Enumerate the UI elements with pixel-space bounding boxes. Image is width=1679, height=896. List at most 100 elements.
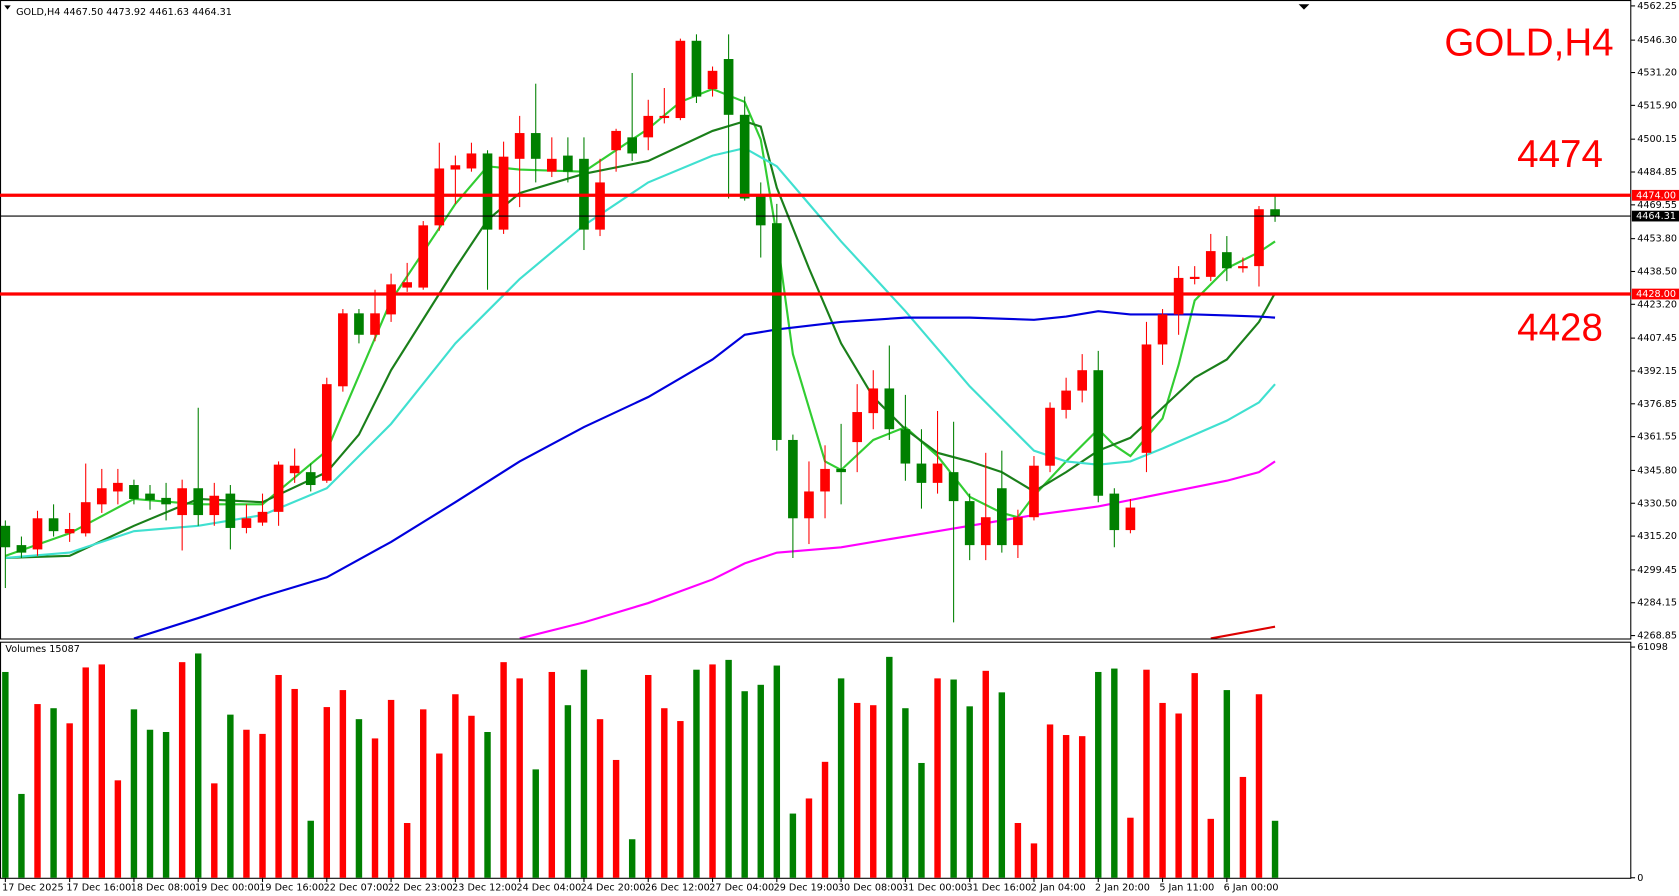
volume-bar	[1191, 673, 1198, 878]
volume-bar	[934, 678, 941, 878]
candle-body	[675, 40, 686, 119]
candle-body	[1254, 209, 1264, 267]
volume-bar	[773, 665, 781, 878]
candle-body	[723, 59, 734, 115]
candle-body	[1270, 209, 1280, 217]
volume-bar	[886, 656, 893, 878]
y-tick-label: 4268.85	[1637, 631, 1677, 642]
x-tick-label: 2 Jan 04:00	[1031, 882, 1086, 893]
x-tick-label: 31 Dec 16:00	[966, 882, 1031, 893]
volume-bar	[741, 691, 748, 878]
volume-bar	[146, 729, 154, 878]
candle-body	[836, 468, 846, 473]
price-level-tag	[1631, 210, 1679, 222]
volume-bar	[34, 704, 41, 878]
main-pane-frame	[0, 0, 1632, 640]
candle-body	[643, 115, 654, 138]
y-tick-label: 4453.80	[1637, 234, 1677, 245]
volume-bar	[1255, 694, 1263, 878]
candle-body	[305, 472, 316, 486]
volume-bar	[902, 708, 909, 878]
candle-body	[177, 488, 187, 516]
chart-title: GOLD,H4	[1444, 21, 1613, 64]
x-tick-label: 30 Dec 08:00	[838, 882, 903, 893]
y-tick-label: 4531.20	[1637, 68, 1677, 79]
volume-bar	[275, 674, 282, 878]
x-tick-label: 27 Dec 04:00	[709, 882, 774, 893]
volume-bar	[1159, 702, 1166, 878]
candle-body	[402, 282, 412, 288]
volume-bar	[2, 671, 9, 878]
price-level-label: 4474.00	[1636, 190, 1676, 201]
volume-bar	[596, 719, 604, 878]
candle-body	[964, 501, 975, 546]
price-level-label: 4464.31	[1636, 211, 1676, 222]
volume-bar	[259, 733, 266, 878]
level-annotation: 4474	[1517, 133, 1603, 176]
volume-bar	[725, 659, 732, 878]
candle-body	[145, 493, 155, 501]
volume-bar	[243, 729, 250, 878]
candle-body	[1077, 370, 1088, 391]
candle-body	[932, 463, 943, 483]
candle-body	[546, 158, 557, 172]
volume-bar	[1014, 823, 1022, 878]
candle-body	[1045, 407, 1055, 466]
candle-body	[209, 495, 220, 516]
candle-body	[1222, 252, 1232, 269]
candle-body	[820, 468, 830, 492]
x-tick-label: 24 Dec 04:00	[516, 882, 581, 893]
moving-average	[5, 146, 1276, 560]
volume-area	[2, 653, 1279, 878]
volume-bar	[516, 678, 523, 878]
candle-body	[1189, 276, 1200, 279]
x-tick-label: 18 Dec 08:00	[131, 882, 196, 893]
volume-bar	[532, 769, 539, 878]
candle-body	[771, 223, 782, 440]
candle-body	[1205, 251, 1216, 277]
candle-body	[1109, 493, 1120, 531]
candle-body	[482, 153, 493, 230]
overlay: 4474.00 4428.00 4464.31 4474 4428	[0, 133, 1679, 350]
volume-bar	[661, 708, 668, 878]
candle-body	[354, 313, 364, 335]
volume-bar	[564, 705, 572, 878]
volume-bar	[420, 709, 427, 878]
candle-body	[788, 439, 798, 519]
candle-body	[450, 165, 461, 170]
volume-bar	[612, 759, 620, 878]
volume-bar	[1127, 817, 1134, 878]
candle-body	[852, 412, 863, 443]
candle-body	[96, 488, 107, 505]
candle-body	[1125, 507, 1136, 531]
y-tick-label: 4562.25	[1637, 1, 1677, 12]
candle-body	[627, 137, 637, 154]
volume-bar	[436, 753, 443, 878]
candle-body	[1061, 390, 1071, 410]
volume-tick-label: 0	[1637, 873, 1643, 884]
volume-bar	[1223, 690, 1231, 878]
y-tick-label: 4330.50	[1637, 498, 1677, 509]
candle-body	[707, 70, 718, 90]
y-tick-label: 4423.20	[1637, 299, 1677, 310]
candle-body	[1093, 370, 1104, 496]
volume-bar	[387, 699, 395, 878]
volume-bar	[500, 662, 507, 878]
header: GOLD,H4 4467.50 4473.92 4461.63 4464.31	[16, 7, 232, 18]
volume-bar	[1175, 713, 1182, 878]
volume-pane-frame	[0, 641, 1632, 879]
candle-body	[64, 529, 75, 534]
volume-bar	[307, 820, 314, 878]
volume-bar	[918, 762, 925, 878]
candle-body	[1141, 344, 1152, 453]
y-tick-label: 4299.45	[1637, 565, 1677, 576]
y-tick-label: 4284.15	[1637, 598, 1677, 609]
candle-body	[498, 156, 509, 230]
candle-body	[418, 225, 429, 288]
y-tick-label: 4515.90	[1637, 100, 1677, 111]
volume-bar	[1207, 818, 1214, 878]
candle-body	[32, 518, 43, 550]
volume-bar	[1078, 736, 1086, 878]
volume-bar	[130, 709, 138, 878]
volume-bar	[355, 719, 363, 878]
